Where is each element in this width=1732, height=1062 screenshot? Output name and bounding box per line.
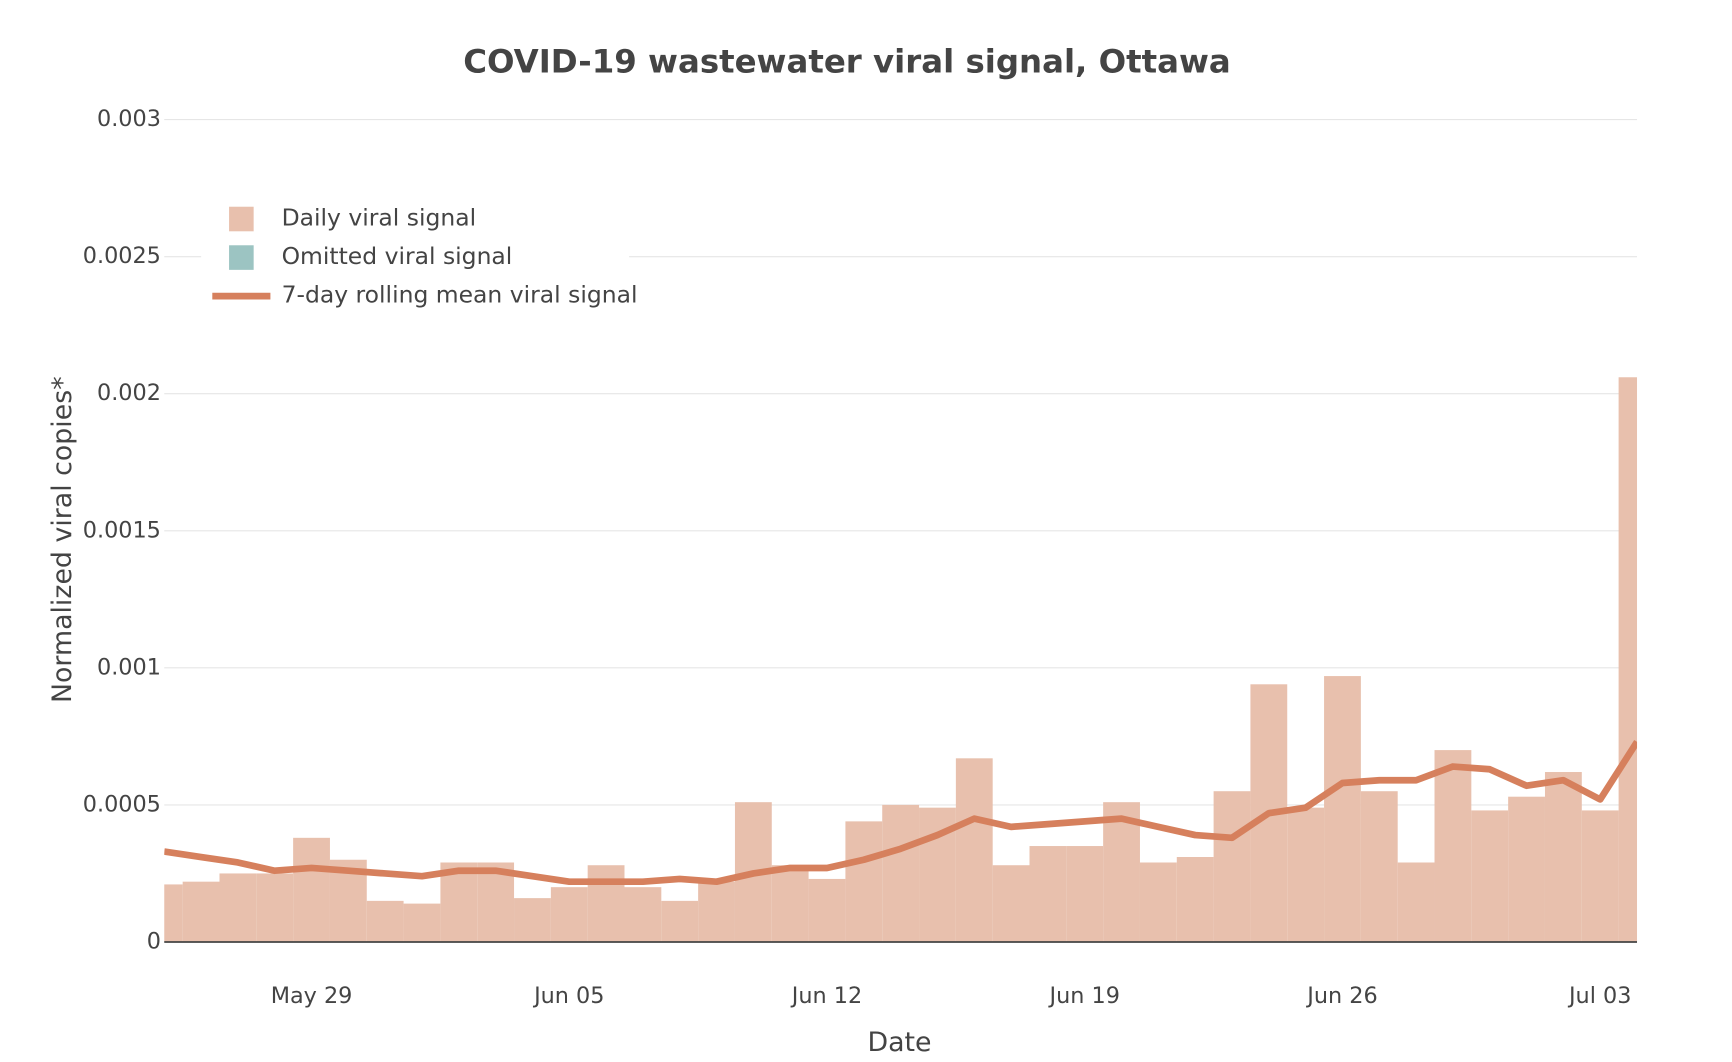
x-tick-label: Jul 03: [1567, 983, 1631, 1009]
y-tick-label: 0.003: [97, 106, 161, 132]
bar: [514, 898, 551, 942]
bar: [256, 873, 294, 942]
axes: 0 0.0005 0.001 0.0015 0.002 0.0025 0.003 May 29…: [83, 106, 1638, 1009]
bar: [1508, 796, 1545, 942]
y-tick-label: 0.0015: [83, 517, 161, 543]
x-tick-label: Jun 05: [532, 983, 604, 1009]
bar: [1139, 862, 1177, 942]
bar: [845, 821, 883, 942]
bar: [366, 900, 404, 942]
legend-label: Omitted viral signal: [282, 242, 513, 270]
bar: [1471, 810, 1509, 942]
y-tick-label: 0.0025: [83, 243, 161, 269]
bar: [403, 903, 441, 942]
bar: [771, 865, 809, 942]
legend-swatch: [229, 206, 254, 232]
legend: Daily viral signal Omitted viral signal 7-…: [201, 195, 638, 319]
bar: [1066, 846, 1104, 942]
bar: [661, 900, 699, 942]
x-tick-label: May 29: [271, 983, 353, 1009]
bar: [955, 758, 993, 942]
bar: [1324, 676, 1361, 942]
bar: [882, 804, 920, 942]
y-tick-label: 0.002: [97, 380, 161, 406]
chart-title: COVID-19 wastewater viral signal, Ottawa: [463, 43, 1231, 81]
x-tick-label: Jun 26: [1305, 983, 1377, 1009]
bar: [1287, 807, 1325, 942]
bar: [219, 873, 257, 942]
bar: [1434, 750, 1472, 942]
y-tick-label: 0.001: [97, 654, 161, 680]
line: [164, 740, 1638, 886]
bar: [1397, 862, 1435, 942]
y-tick-label: 0: [147, 928, 161, 954]
bar: [1213, 791, 1251, 942]
y-tick-label: 0.0005: [83, 791, 161, 817]
bar: [182, 881, 220, 942]
x-tick-label: Jun 12: [790, 983, 862, 1009]
bar: [808, 878, 846, 942]
x-tick-label: Jun 19: [1048, 983, 1120, 1009]
bar: [698, 881, 735, 942]
bar: [1176, 857, 1214, 942]
bar: [1618, 377, 1638, 942]
bar: [164, 884, 183, 942]
bar: [1360, 791, 1398, 942]
bar: [992, 865, 1030, 942]
legend-swatch: [229, 245, 254, 270]
bar: [624, 887, 662, 942]
bar: [1103, 802, 1140, 942]
legend-background: [201, 195, 630, 319]
bar: [1029, 846, 1067, 942]
bar: [293, 837, 330, 942]
bar: [550, 887, 588, 942]
x-axis-label: Date: [867, 1027, 931, 1058]
lines: [164, 740, 1638, 886]
legend-label: Daily viral signal: [282, 204, 477, 232]
bar: [1544, 772, 1582, 942]
y-axis-label: Normalized viral copies*: [47, 376, 78, 703]
legend-label: 7-day rolling mean viral signal: [282, 281, 638, 309]
bars: [164, 377, 1638, 942]
bar: [1581, 810, 1619, 942]
bar: [587, 865, 625, 942]
